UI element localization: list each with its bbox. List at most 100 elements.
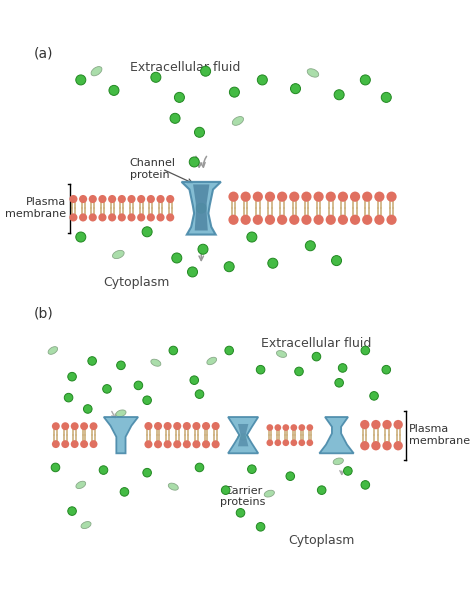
Circle shape — [338, 191, 348, 202]
Circle shape — [256, 365, 265, 374]
Circle shape — [266, 424, 273, 431]
Ellipse shape — [238, 434, 248, 440]
Circle shape — [99, 195, 107, 203]
Circle shape — [240, 191, 251, 202]
Circle shape — [318, 486, 326, 495]
Text: Channel
protein: Channel protein — [130, 158, 176, 180]
Circle shape — [299, 424, 305, 431]
Circle shape — [61, 422, 69, 430]
Ellipse shape — [81, 521, 91, 529]
Circle shape — [90, 440, 98, 448]
Circle shape — [225, 346, 234, 355]
Polygon shape — [238, 424, 248, 446]
Circle shape — [194, 127, 204, 138]
Polygon shape — [228, 417, 258, 453]
Circle shape — [393, 420, 403, 429]
Polygon shape — [193, 184, 210, 230]
Circle shape — [331, 255, 342, 266]
Circle shape — [142, 227, 152, 237]
Circle shape — [109, 86, 119, 96]
Circle shape — [374, 215, 384, 225]
Circle shape — [64, 393, 73, 402]
Circle shape — [173, 422, 181, 430]
Circle shape — [286, 472, 294, 480]
Circle shape — [145, 440, 153, 448]
Ellipse shape — [276, 350, 287, 358]
Circle shape — [283, 440, 289, 446]
Circle shape — [189, 157, 199, 167]
Circle shape — [147, 213, 155, 221]
Circle shape — [274, 424, 281, 431]
Circle shape — [128, 195, 136, 203]
Ellipse shape — [76, 481, 86, 489]
Circle shape — [196, 203, 206, 213]
Circle shape — [307, 440, 313, 446]
Ellipse shape — [168, 483, 178, 490]
Circle shape — [103, 385, 111, 393]
Ellipse shape — [264, 490, 274, 497]
Circle shape — [350, 215, 360, 225]
Circle shape — [305, 241, 315, 251]
Circle shape — [202, 440, 210, 448]
Text: Cytoplasm: Cytoplasm — [289, 534, 355, 547]
Circle shape — [221, 486, 230, 495]
Circle shape — [192, 440, 201, 448]
Text: Plasma
membrane: Plasma membrane — [5, 197, 66, 219]
Circle shape — [295, 367, 303, 376]
Circle shape — [99, 213, 107, 221]
Circle shape — [143, 468, 151, 477]
Circle shape — [360, 75, 370, 85]
Circle shape — [51, 463, 60, 472]
Circle shape — [253, 215, 263, 225]
Circle shape — [350, 191, 360, 202]
Polygon shape — [319, 417, 354, 453]
Circle shape — [145, 422, 153, 430]
Circle shape — [253, 191, 263, 202]
Circle shape — [360, 420, 369, 429]
Circle shape — [80, 440, 88, 448]
Circle shape — [301, 215, 311, 225]
Circle shape — [164, 440, 172, 448]
Circle shape — [257, 75, 267, 85]
Circle shape — [173, 440, 181, 448]
Ellipse shape — [116, 410, 126, 417]
Circle shape — [117, 361, 125, 370]
Ellipse shape — [151, 359, 161, 366]
Circle shape — [277, 191, 287, 202]
Circle shape — [283, 424, 289, 431]
Circle shape — [344, 466, 352, 475]
Circle shape — [326, 191, 336, 202]
Polygon shape — [182, 182, 221, 234]
Circle shape — [383, 441, 392, 450]
Circle shape — [71, 440, 79, 448]
Circle shape — [274, 440, 281, 446]
Circle shape — [362, 191, 373, 202]
Text: Carrier
proteins: Carrier proteins — [220, 486, 266, 507]
Circle shape — [69, 195, 77, 203]
Circle shape — [313, 191, 324, 202]
Circle shape — [291, 424, 297, 431]
Circle shape — [361, 481, 370, 489]
Circle shape — [166, 213, 174, 221]
Circle shape — [195, 390, 204, 398]
Circle shape — [89, 195, 97, 203]
Circle shape — [164, 422, 172, 430]
Circle shape — [229, 87, 239, 97]
Circle shape — [143, 396, 151, 404]
Text: (b): (b) — [34, 307, 54, 321]
Circle shape — [338, 364, 347, 372]
Circle shape — [151, 72, 161, 83]
Circle shape — [195, 463, 204, 472]
Circle shape — [247, 232, 257, 242]
Circle shape — [183, 422, 191, 430]
Text: Cytoplasm: Cytoplasm — [103, 276, 170, 289]
Circle shape — [183, 440, 191, 448]
Ellipse shape — [91, 66, 102, 76]
Ellipse shape — [232, 117, 244, 126]
Circle shape — [338, 215, 348, 225]
Circle shape — [76, 232, 86, 242]
Ellipse shape — [333, 458, 343, 465]
Circle shape — [68, 507, 76, 515]
Circle shape — [266, 440, 273, 446]
Circle shape — [80, 422, 88, 430]
